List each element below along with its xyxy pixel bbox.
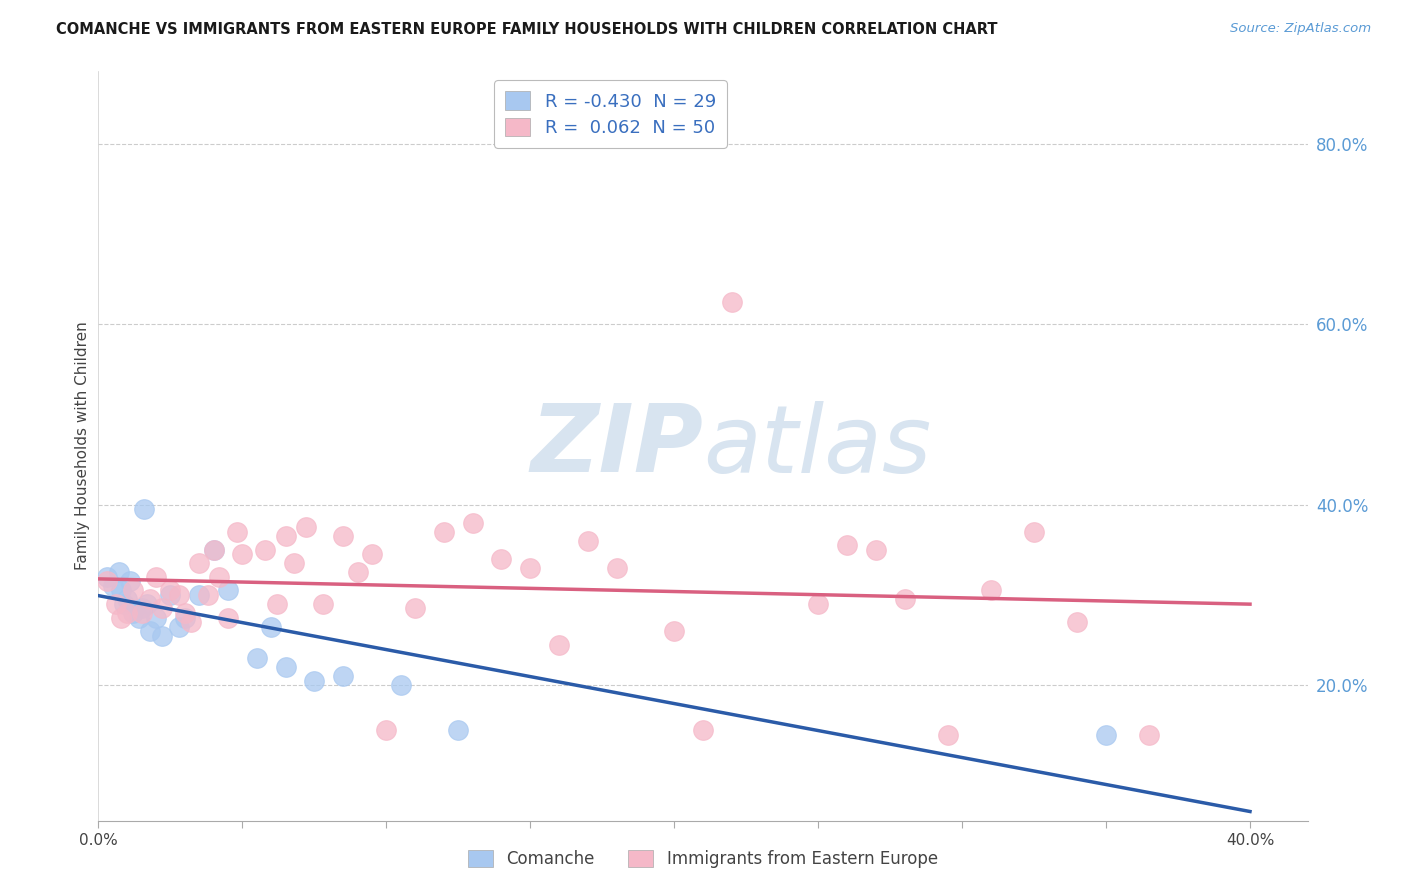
Point [332, 669, 354, 683]
Point [120, 574, 142, 589]
Point [107, 566, 129, 580]
Point [131, 606, 153, 620]
Point [112, 597, 135, 611]
Point [283, 557, 305, 571]
Text: COMANCHE VS IMMIGRANTS FROM EASTERN EUROPE FAMILY HOUSEHOLDS WITH CHILDREN CORRE: COMANCHE VS IMMIGRANTS FROM EASTERN EURO… [56, 22, 998, 37]
Point [447, 723, 470, 738]
Point [266, 597, 288, 611]
Point [246, 651, 269, 665]
Point [145, 610, 167, 624]
Point [159, 588, 181, 602]
Point [519, 561, 541, 575]
Point [304, 673, 326, 688]
Point [491, 552, 513, 566]
Point [96, 570, 118, 584]
Point [274, 529, 297, 543]
Point [1137, 728, 1160, 742]
Point [312, 597, 335, 611]
Point [145, 570, 167, 584]
Point [134, 502, 156, 516]
Point [375, 723, 398, 738]
Point [110, 583, 132, 598]
Point [104, 597, 127, 611]
Point [389, 678, 412, 692]
Point [433, 524, 456, 539]
Point [131, 601, 153, 615]
Point [159, 583, 181, 598]
Point [173, 610, 195, 624]
Point [346, 566, 368, 580]
Point [274, 660, 297, 674]
Point [167, 588, 190, 602]
Point [115, 592, 138, 607]
Point [332, 529, 354, 543]
Point [664, 624, 686, 638]
Text: atlas: atlas [703, 401, 931, 491]
Legend: Comanche, Immigrants from Eastern Europe: Comanche, Immigrants from Eastern Europe [461, 843, 945, 875]
Point [110, 610, 132, 624]
Y-axis label: Family Households with Children: Family Households with Children [75, 322, 90, 570]
Point [150, 629, 173, 643]
Point [139, 624, 162, 638]
Point [548, 638, 571, 652]
Point [188, 557, 211, 571]
Point [576, 533, 599, 548]
Text: ZIP: ZIP [530, 400, 703, 492]
Point [835, 538, 858, 552]
Point [231, 547, 253, 561]
Point [865, 542, 887, 557]
Point [1095, 728, 1118, 742]
Point [692, 723, 714, 738]
Point [188, 588, 211, 602]
Point [606, 561, 628, 575]
Point [197, 588, 219, 602]
Point [1022, 524, 1045, 539]
Point [461, 516, 484, 530]
Point [217, 583, 239, 598]
Point [980, 583, 1002, 598]
Point [1066, 615, 1088, 629]
Point [173, 606, 195, 620]
Legend: R = -0.430  N = 29, R =  0.062  N = 50: R = -0.430 N = 29, R = 0.062 N = 50 [495, 80, 727, 148]
Point [260, 619, 283, 633]
Point [893, 592, 915, 607]
Point [122, 583, 145, 598]
Point [404, 601, 426, 615]
Point [936, 728, 959, 742]
Point [202, 542, 225, 557]
Point [150, 601, 173, 615]
Point [807, 597, 830, 611]
Point [96, 574, 118, 589]
Point [225, 524, 247, 539]
Point [139, 592, 162, 607]
Point [167, 619, 190, 633]
Point [136, 597, 159, 611]
Point [101, 579, 124, 593]
Point [202, 542, 225, 557]
Point [294, 520, 316, 534]
Point [208, 570, 231, 584]
Point [361, 547, 384, 561]
Point [122, 606, 145, 620]
Point [254, 542, 277, 557]
Point [217, 610, 239, 624]
Point [115, 606, 138, 620]
Point [128, 610, 150, 624]
Point [180, 615, 202, 629]
Point [720, 294, 742, 309]
Text: Source: ZipAtlas.com: Source: ZipAtlas.com [1230, 22, 1371, 36]
